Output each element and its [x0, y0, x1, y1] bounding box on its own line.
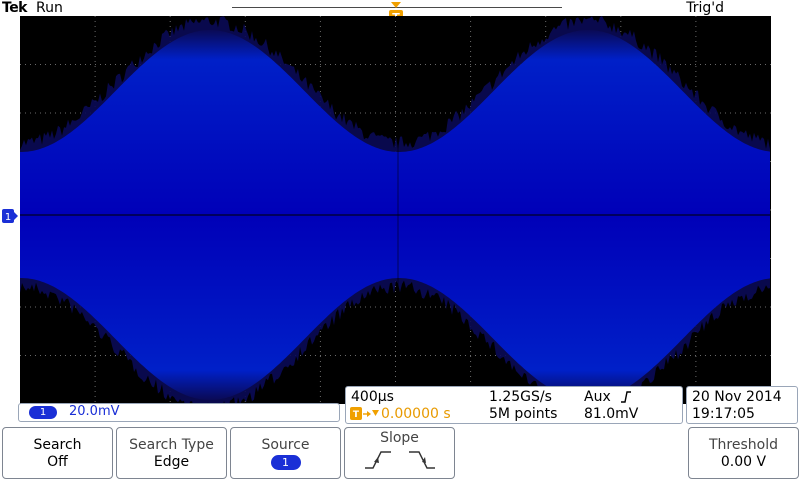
search-button[interactable]: Search Off [2, 427, 113, 479]
datetime-readout: 20 Nov 2014 19:17:05 [686, 386, 798, 424]
trigger-level: 81.0mV [584, 406, 639, 422]
source-button[interactable]: Source 1 [230, 427, 341, 479]
source-label: Source [261, 437, 310, 453]
rising-slope-icon[interactable] [363, 448, 393, 472]
horizontal-scale: 400µs [351, 389, 394, 405]
time: 19:17:05 [692, 406, 755, 422]
ch1-scale-value: 20.0mV [69, 404, 120, 419]
ch1-badge: 1 [29, 406, 57, 419]
record-length: 5M points [489, 406, 558, 422]
record-view-bar [232, 7, 562, 8]
ch1-ground-marker[interactable]: 1 [1, 208, 19, 224]
timebase-readout[interactable]: 400µs 1.25GS/s Aux T 0.00000 s 5M points… [345, 386, 683, 424]
trigger-position-arrow-icon [391, 2, 401, 8]
ch1-scale-readout[interactable]: 1 20.0mV [18, 403, 340, 422]
trigger-icon-label: T [353, 410, 360, 420]
date: 20 Nov 2014 [692, 389, 782, 405]
threshold-value: 0.00 V [720, 454, 767, 470]
trigger-status: Trig'd [686, 0, 724, 16]
threshold-label: Threshold [709, 437, 778, 453]
brand-logo: Tek [2, 0, 28, 16]
source-ch1-badge: 1 [270, 455, 301, 470]
search-type-button[interactable]: Search Type Edge [116, 427, 227, 479]
search-label: Search [33, 437, 82, 453]
slope-button[interactable]: Slope [344, 427, 455, 479]
search-type-value: Edge [153, 454, 190, 470]
ch1-marker-label: 1 [5, 212, 11, 223]
slope-label: Slope [380, 430, 419, 446]
waveform-graticule[interactable] [20, 16, 771, 404]
falling-slope-icon[interactable] [407, 448, 437, 472]
threshold-button[interactable]: Threshold 0.00 V [688, 427, 799, 479]
trigger-source: Aux [584, 389, 611, 405]
acquisition-status: Run [36, 0, 63, 16]
rising-edge-icon [621, 391, 631, 403]
trigger-position: 0.00000 s [381, 406, 451, 422]
sample-rate: 1.25GS/s [489, 389, 552, 405]
search-type-label: Search Type [129, 437, 214, 453]
search-value: Off [47, 454, 68, 470]
trigger-position-icon: T [350, 407, 379, 420]
